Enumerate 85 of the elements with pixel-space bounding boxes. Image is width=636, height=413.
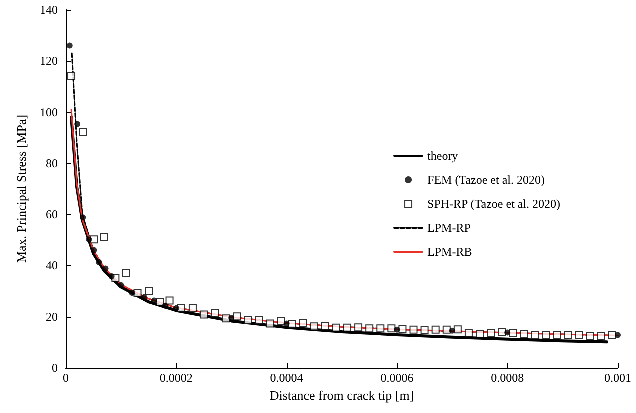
- point: [222, 314, 230, 323]
- y-tick-label: 0: [52, 361, 58, 375]
- x-axis-title: Distance from crack tip [m]: [270, 388, 414, 403]
- point: [321, 322, 330, 330]
- x-tick-label: 0.001: [604, 371, 632, 385]
- point: [233, 312, 242, 321]
- point: [398, 325, 407, 334]
- point: [100, 233, 108, 242]
- point: [615, 332, 621, 338]
- point: [432, 326, 440, 334]
- point: [354, 324, 363, 332]
- point: [74, 121, 81, 128]
- point: [118, 282, 124, 288]
- point: [211, 309, 220, 318]
- point: [332, 324, 340, 332]
- point: [188, 304, 197, 312]
- y-tick-label: 100: [40, 105, 58, 120]
- x-tick-label: 0.0004: [270, 371, 304, 385]
- y-tick-label: 140: [40, 3, 58, 17]
- point: [487, 329, 496, 338]
- point: [284, 320, 290, 327]
- point: [575, 331, 584, 340]
- point: [509, 329, 518, 338]
- point: [454, 326, 462, 334]
- point: [464, 329, 473, 338]
- point: [586, 332, 594, 340]
- point: [66, 42, 73, 49]
- y-tick-label: 40: [46, 258, 58, 273]
- point: [266, 320, 274, 328]
- point: [366, 324, 374, 333]
- x-tick-label: 0.0006: [380, 371, 414, 385]
- point: [476, 330, 484, 338]
- point: [200, 310, 208, 319]
- y-tick-label: 20: [46, 310, 58, 324]
- point: [96, 259, 102, 266]
- point: [129, 290, 136, 296]
- point: [498, 328, 506, 336]
- point: [108, 273, 115, 280]
- x-tick-label: 0.0002: [160, 371, 193, 385]
- point: [86, 236, 92, 243]
- point: [597, 332, 606, 340]
- point: [288, 320, 296, 328]
- point: [553, 331, 562, 340]
- point: [310, 322, 318, 331]
- legend-label: SPH-RP (Tazoe et al. 2020): [428, 197, 561, 211]
- legend-label: LPM-RB: [428, 245, 472, 259]
- y-axis-title: Max. Principal Stress [MPa]: [14, 114, 29, 264]
- x-tick-label: 0.0008: [491, 371, 524, 385]
- point: [102, 266, 109, 272]
- point: [68, 72, 76, 80]
- point: [520, 330, 528, 338]
- point: [173, 305, 180, 312]
- point: [531, 332, 540, 340]
- point: [394, 326, 400, 333]
- point: [564, 331, 572, 340]
- point: [156, 298, 164, 306]
- legend-label: FEM (Tazoe et al. 2020): [428, 173, 545, 187]
- point: [420, 326, 429, 334]
- point: [145, 288, 154, 296]
- point: [166, 296, 174, 305]
- point: [504, 330, 511, 336]
- point: [449, 328, 456, 334]
- point: [442, 326, 451, 334]
- point: [410, 326, 418, 334]
- x-tick-label: 0: [63, 371, 69, 385]
- point: [244, 316, 252, 324]
- point: [162, 302, 168, 309]
- y-tick-label: 80: [46, 156, 58, 170]
- point: [134, 289, 142, 298]
- legend-label: theory: [428, 149, 458, 163]
- point: [255, 316, 264, 324]
- point: [277, 317, 286, 326]
- point: [388, 324, 396, 333]
- y-tick-label: 120: [40, 54, 58, 68]
- legend-label: LPM-RP: [428, 221, 472, 235]
- point: [80, 214, 86, 221]
- point: [122, 269, 130, 278]
- point: [344, 324, 352, 332]
- point: [91, 247, 98, 254]
- point: [542, 331, 550, 340]
- point: [79, 128, 88, 136]
- point: [376, 324, 385, 333]
- point: [608, 331, 616, 340]
- y-tick-label: 60: [46, 208, 58, 222]
- point: [299, 320, 308, 328]
